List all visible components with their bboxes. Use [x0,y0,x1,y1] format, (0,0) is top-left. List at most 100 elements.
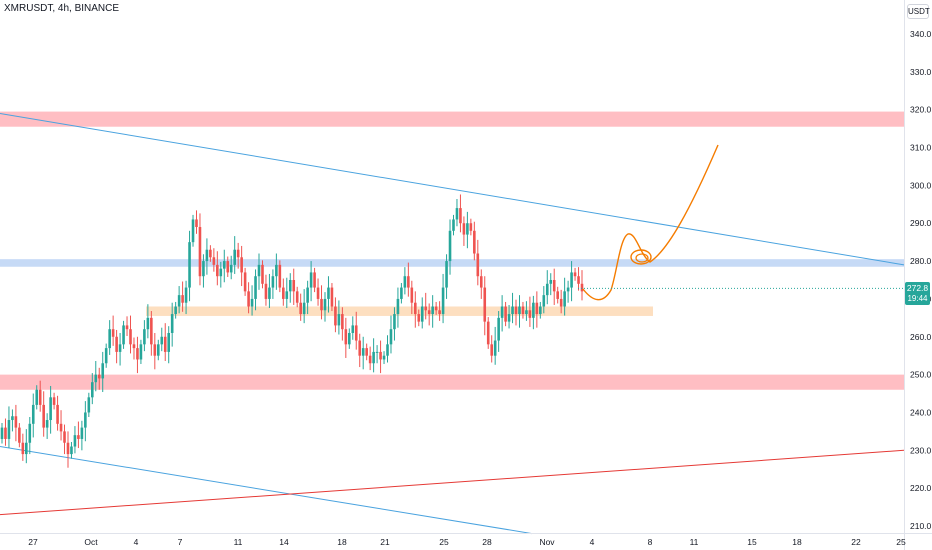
candle-body [323,298,327,311]
candle-body [160,336,164,345]
candle-body [70,446,73,455]
candle-body [566,287,570,292]
candle-body [327,287,330,299]
candle-body [552,280,556,292]
candle-body [497,317,500,341]
candle-body [473,230,476,254]
x-tick-label: 18 [337,537,347,547]
x-tick-label: 4 [134,537,139,547]
candle-body [261,264,264,284]
candle-body [493,340,497,356]
candle-body [295,291,299,303]
candle-body [382,355,386,360]
support-zone-red [0,374,904,390]
candle-body [219,268,223,277]
candle-body [243,272,247,292]
candle-body [11,416,14,421]
x-tick-label: 25 [439,537,449,547]
candle-body [351,325,355,333]
candle-body [132,344,136,349]
candle-body [559,298,563,307]
candle-body [139,344,143,360]
x-tick-label: 14 [279,537,289,547]
candle-body [7,420,11,439]
candle-body [129,329,132,345]
candle-body [358,340,362,356]
currency-badge[interactable]: USDT [907,4,930,19]
y-tick-label: 260.0 [910,332,932,342]
candle-body [163,336,167,352]
candle-body [462,223,466,235]
x-tick-label: 15 [747,537,757,547]
candle-body [448,230,452,262]
candle-body [330,287,334,307]
candle-body [250,298,254,307]
candle-body [563,291,566,307]
candle-body [577,276,580,284]
x-tick-label: 7 [178,537,183,547]
candle-body [504,306,507,322]
candle-body [63,431,66,443]
candle-body [202,261,205,277]
candle-body [212,257,216,265]
symbol-title: XMRUSDT, 4h, BINANCE [4,3,120,14]
y-tick-label: 210.0 [910,521,932,531]
candle-body [302,302,306,315]
candle-body [236,249,240,258]
candle-body [209,249,212,258]
candle-body [233,249,236,265]
candle-body [264,283,268,299]
projection-path [582,144,719,301]
candle-body [184,287,188,303]
candle-body [344,329,348,345]
candle-body [90,382,94,398]
candle-body [77,435,80,439]
candle-body [316,287,320,299]
y-tick-label: 300.0 [910,180,932,190]
candle-body [434,306,438,311]
candle-body [500,306,504,318]
bar-countdown: 19:44 [907,294,928,303]
candle-body [403,276,407,288]
candle-body [438,310,441,315]
key-level-zone [0,259,904,267]
candle-body [205,249,209,262]
candle-body [73,435,77,447]
candle-body [525,310,528,315]
candle-body [389,329,393,345]
candle-body [118,344,122,352]
candle-body [257,264,261,277]
y-tick-label: 340.0 [910,29,932,39]
candle-body [80,427,84,439]
candle-body [361,348,365,356]
candle-body [348,332,351,345]
y-tick-label: 220.0 [910,483,932,493]
candle-body [49,397,52,421]
x-tick-label: 27 [28,537,38,547]
candle-body [365,348,368,356]
candle-body [424,306,428,311]
descending-resistance [0,112,905,266]
candle-body [66,442,70,455]
candle-body [490,344,494,356]
candle-body [507,314,511,322]
candle-body [542,295,546,307]
y-tick-label: 230.0 [910,445,932,455]
candle-body [354,325,358,341]
candle-body [511,306,514,315]
candle-body [431,306,434,315]
candle-body [320,298,323,311]
candle-body [580,283,584,292]
candle-body [156,344,160,356]
candle-body [306,287,309,303]
candle-body [216,264,219,277]
candle-body [459,208,462,224]
candle-body [115,336,118,352]
candle-body [466,223,469,235]
y-tick-label: 330.0 [910,67,932,77]
candle-body [101,363,105,379]
candle-body [35,389,39,405]
candle-body [181,295,184,303]
